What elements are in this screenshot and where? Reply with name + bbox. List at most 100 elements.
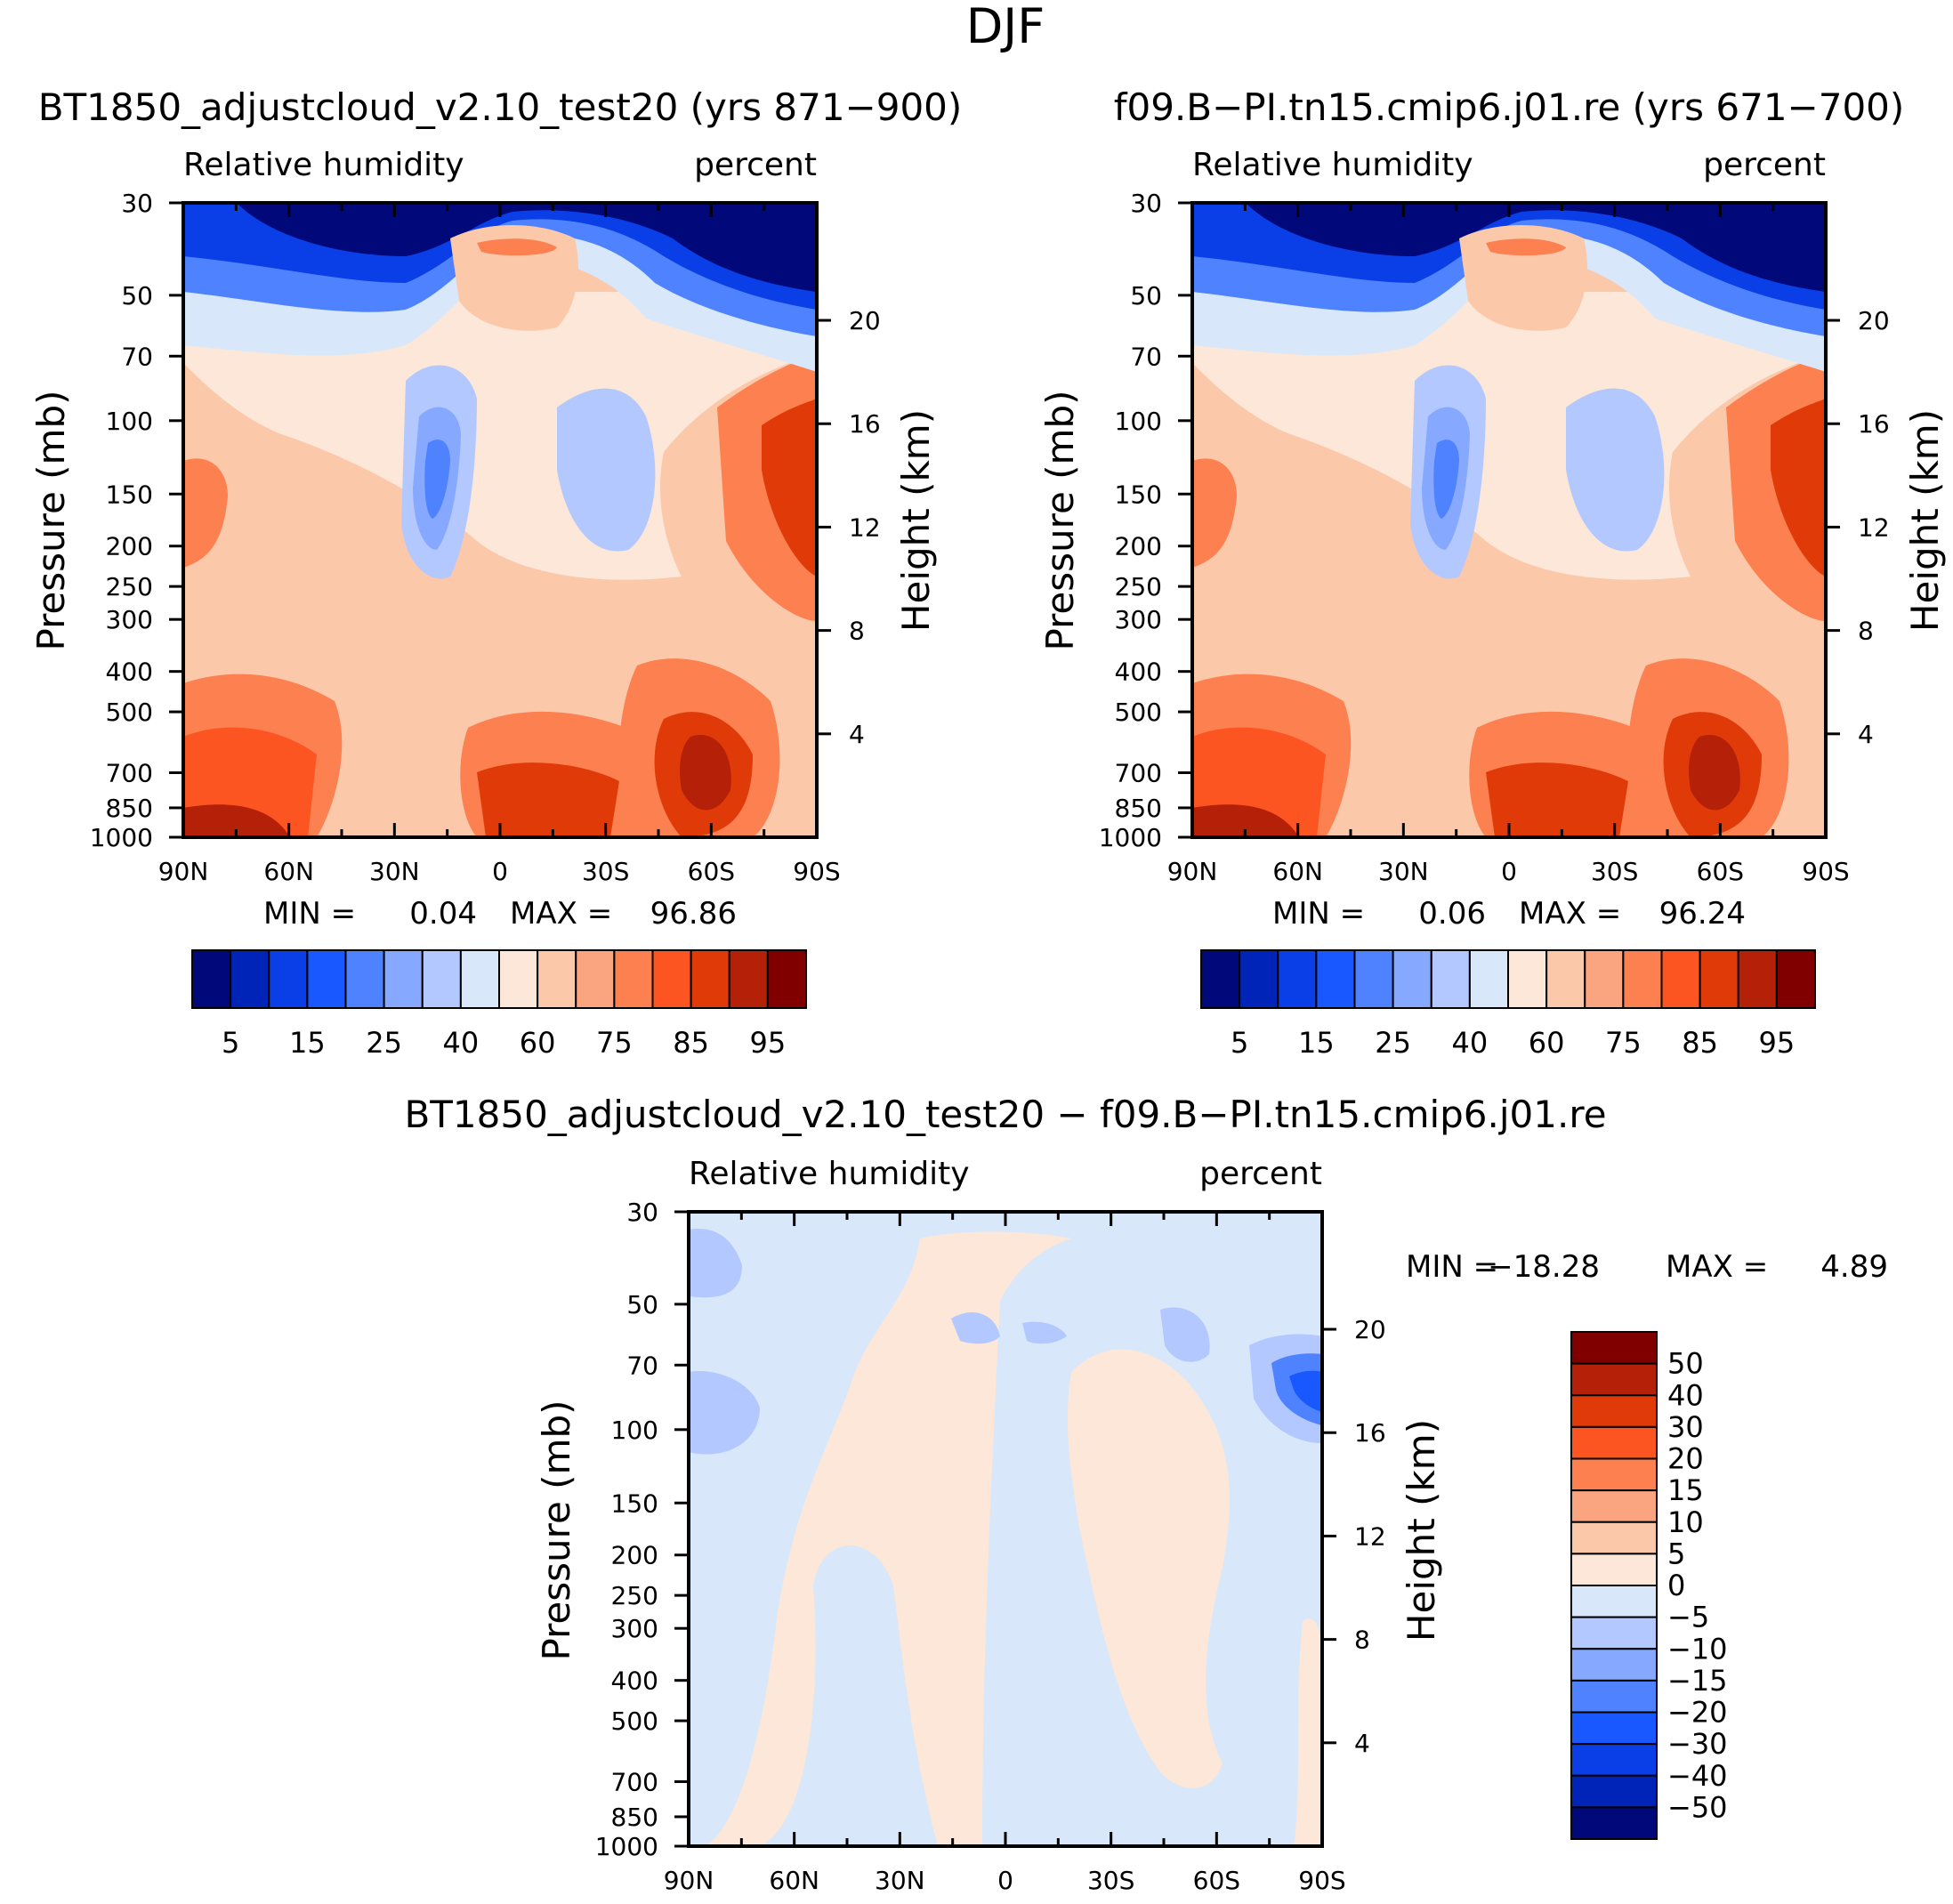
y-tick-label: 300: [106, 605, 153, 634]
x-tick-label: 90N: [158, 857, 209, 886]
y-tick-label: 250: [106, 572, 153, 601]
colorbar-swatch: [1468, 949, 1509, 1009]
height-tick-label: 4: [1858, 720, 1874, 749]
y-tick-label: 500: [611, 1706, 658, 1736]
panel-3-units-label: percent: [1199, 1156, 1322, 1192]
colorbar-label: 5: [1231, 1026, 1248, 1060]
colorbar-swatch: [1699, 949, 1739, 1009]
colorbar-label: −20: [1667, 1696, 1728, 1730]
rh-band-south-low-3: [680, 735, 731, 811]
panel-2-min-label: MIN =: [1272, 896, 1365, 932]
x-tick-label: 0: [997, 1866, 1013, 1895]
y-tick-label: 250: [611, 1581, 658, 1610]
colorbar-label: 5: [1667, 1537, 1685, 1570]
colorbar-swatch: [613, 949, 654, 1009]
colorbar-swatch: [1545, 949, 1586, 1009]
colorbar-swatch: [344, 949, 385, 1009]
panel-3: BT1850_adjustcloud_v2.10_test20 − f09.B−…: [404, 1093, 1888, 1895]
panel-1-min-label: MIN =: [263, 896, 356, 932]
panel-1-max-value: 96.86: [650, 896, 737, 932]
y-tick-label: 200: [611, 1541, 658, 1570]
height-tick-label: 16: [849, 409, 881, 439]
panel-2-title: f09.B−PI.tn15.cmip6.j01.re (yrs 671−700): [1114, 85, 1905, 129]
rh-band-upper-4: [237, 203, 817, 292]
colorbar-swatch: [1392, 949, 1432, 1009]
rh-band-low-heavy-3: [183, 804, 290, 837]
y-tick-label: 100: [611, 1416, 658, 1445]
colorbar-label: 75: [596, 1026, 633, 1060]
height-tick-label: 12: [849, 512, 881, 542]
colorbar-label: 85: [1682, 1026, 1718, 1060]
y-tick-label: 50: [121, 281, 153, 311]
colorbar-swatch: [421, 949, 462, 1009]
panel-3-min-value: −18.28: [1488, 1249, 1600, 1285]
colorbar-swatch: [1570, 1425, 1658, 1460]
colorbar-swatch: [1239, 949, 1279, 1009]
colorbar-swatch: [1507, 949, 1548, 1009]
colorbar-label: 0: [1667, 1569, 1685, 1602]
panel-2-contour-field: [1192, 203, 1826, 837]
height-tick-label: 20: [1354, 1315, 1386, 1344]
rh-band-south-mid-2: [762, 399, 817, 577]
colorbar-swatch: [651, 949, 692, 1009]
panel-2-axes: 90N 60N 30N 0 30S 60S 90S 30 50 70 100 150 200 250 300…: [1099, 189, 1890, 886]
x-tick-label: 30N: [1378, 857, 1429, 886]
y-tick-label: 100: [106, 407, 153, 436]
colorbar-swatch: [1570, 1774, 1658, 1809]
y-tick-label: 700: [1115, 758, 1162, 787]
height-tick-label: 20: [849, 306, 881, 335]
panel-1-axes: 90N 60N 30N 0 30S 60S 90S 30 50 70 100 150 200 250 300…: [90, 189, 881, 886]
colorbar-label: 15: [1667, 1473, 1704, 1507]
y-tick-label: 150: [106, 480, 153, 509]
colorbar-swatch: [1570, 1362, 1658, 1397]
panel-2-variable-label: Relative humidity: [1192, 147, 1473, 183]
panel-3-contour-field: [689, 1212, 1322, 1846]
height-tick-label: 8: [1858, 617, 1874, 646]
y-tick-label: 150: [611, 1489, 658, 1518]
panel-3-max-label: MAX =: [1666, 1249, 1768, 1285]
colorbar-swatch: [1622, 949, 1663, 1009]
diff-band-neg-nw2: [689, 1371, 760, 1455]
y-tick-label: 70: [1130, 342, 1162, 371]
colorbar-swatch: [1775, 949, 1816, 1009]
colorbar-label: 60: [1529, 1026, 1565, 1060]
x-tick-label: 30N: [369, 857, 420, 886]
y-tick-label: 70: [121, 342, 153, 371]
colorbar-label: 40: [443, 1026, 480, 1060]
figure-title: DJF: [966, 0, 1045, 54]
diff-band-neg-tropic: [951, 1311, 1000, 1344]
rh-band-low-heavy-3: [1192, 804, 1299, 837]
x-tick-label: 30S: [582, 857, 629, 886]
y-tick-label: 850: [1115, 794, 1162, 823]
diff-band-pos-edge: [1294, 1618, 1322, 1846]
colorbar-swatch: [1570, 1457, 1658, 1492]
colorbar-label: 95: [1759, 1026, 1796, 1060]
colorbar-label: −5: [1667, 1601, 1709, 1634]
y-tick-label: 100: [1115, 407, 1162, 436]
y-tick-label: 200: [106, 532, 153, 561]
colorbar-label: 60: [520, 1026, 556, 1060]
y-tick-label: 30: [1130, 189, 1162, 218]
colorbar-swatch: [1570, 1679, 1658, 1714]
colorbar-swatch: [575, 949, 616, 1009]
colorbar-swatch: [1570, 1521, 1658, 1555]
panel-2-ylabel-right: Height (km): [1903, 409, 1947, 632]
x-tick-label: 30S: [1591, 857, 1638, 886]
rh-band-north-mid: [1192, 458, 1237, 568]
rh-band-dry-north-3: [1433, 440, 1459, 519]
colorbar-swatch: [728, 949, 769, 1009]
x-tick-label: 0: [1501, 857, 1517, 886]
x-tick-label: 30N: [875, 1866, 925, 1895]
panel-1-ylabel: Pressure (mb): [29, 390, 73, 650]
colorbar-swatch: [1570, 1743, 1658, 1777]
y-tick-label: 30: [626, 1198, 658, 1227]
panel-1-colorbar: 5 15 25 40 60 75 85 95: [191, 949, 807, 1060]
x-tick-label: 60S: [1193, 1866, 1240, 1895]
panel-3-ylabel: Pressure (mb): [535, 1400, 578, 1660]
rh-band-south-low-3: [1689, 735, 1740, 811]
x-tick-label: 60N: [769, 1866, 819, 1895]
y-tick-label: 850: [106, 794, 153, 823]
panel-3-max-value: 4.89: [1820, 1249, 1888, 1285]
rh-band-tropic-top-2: [477, 238, 557, 256]
